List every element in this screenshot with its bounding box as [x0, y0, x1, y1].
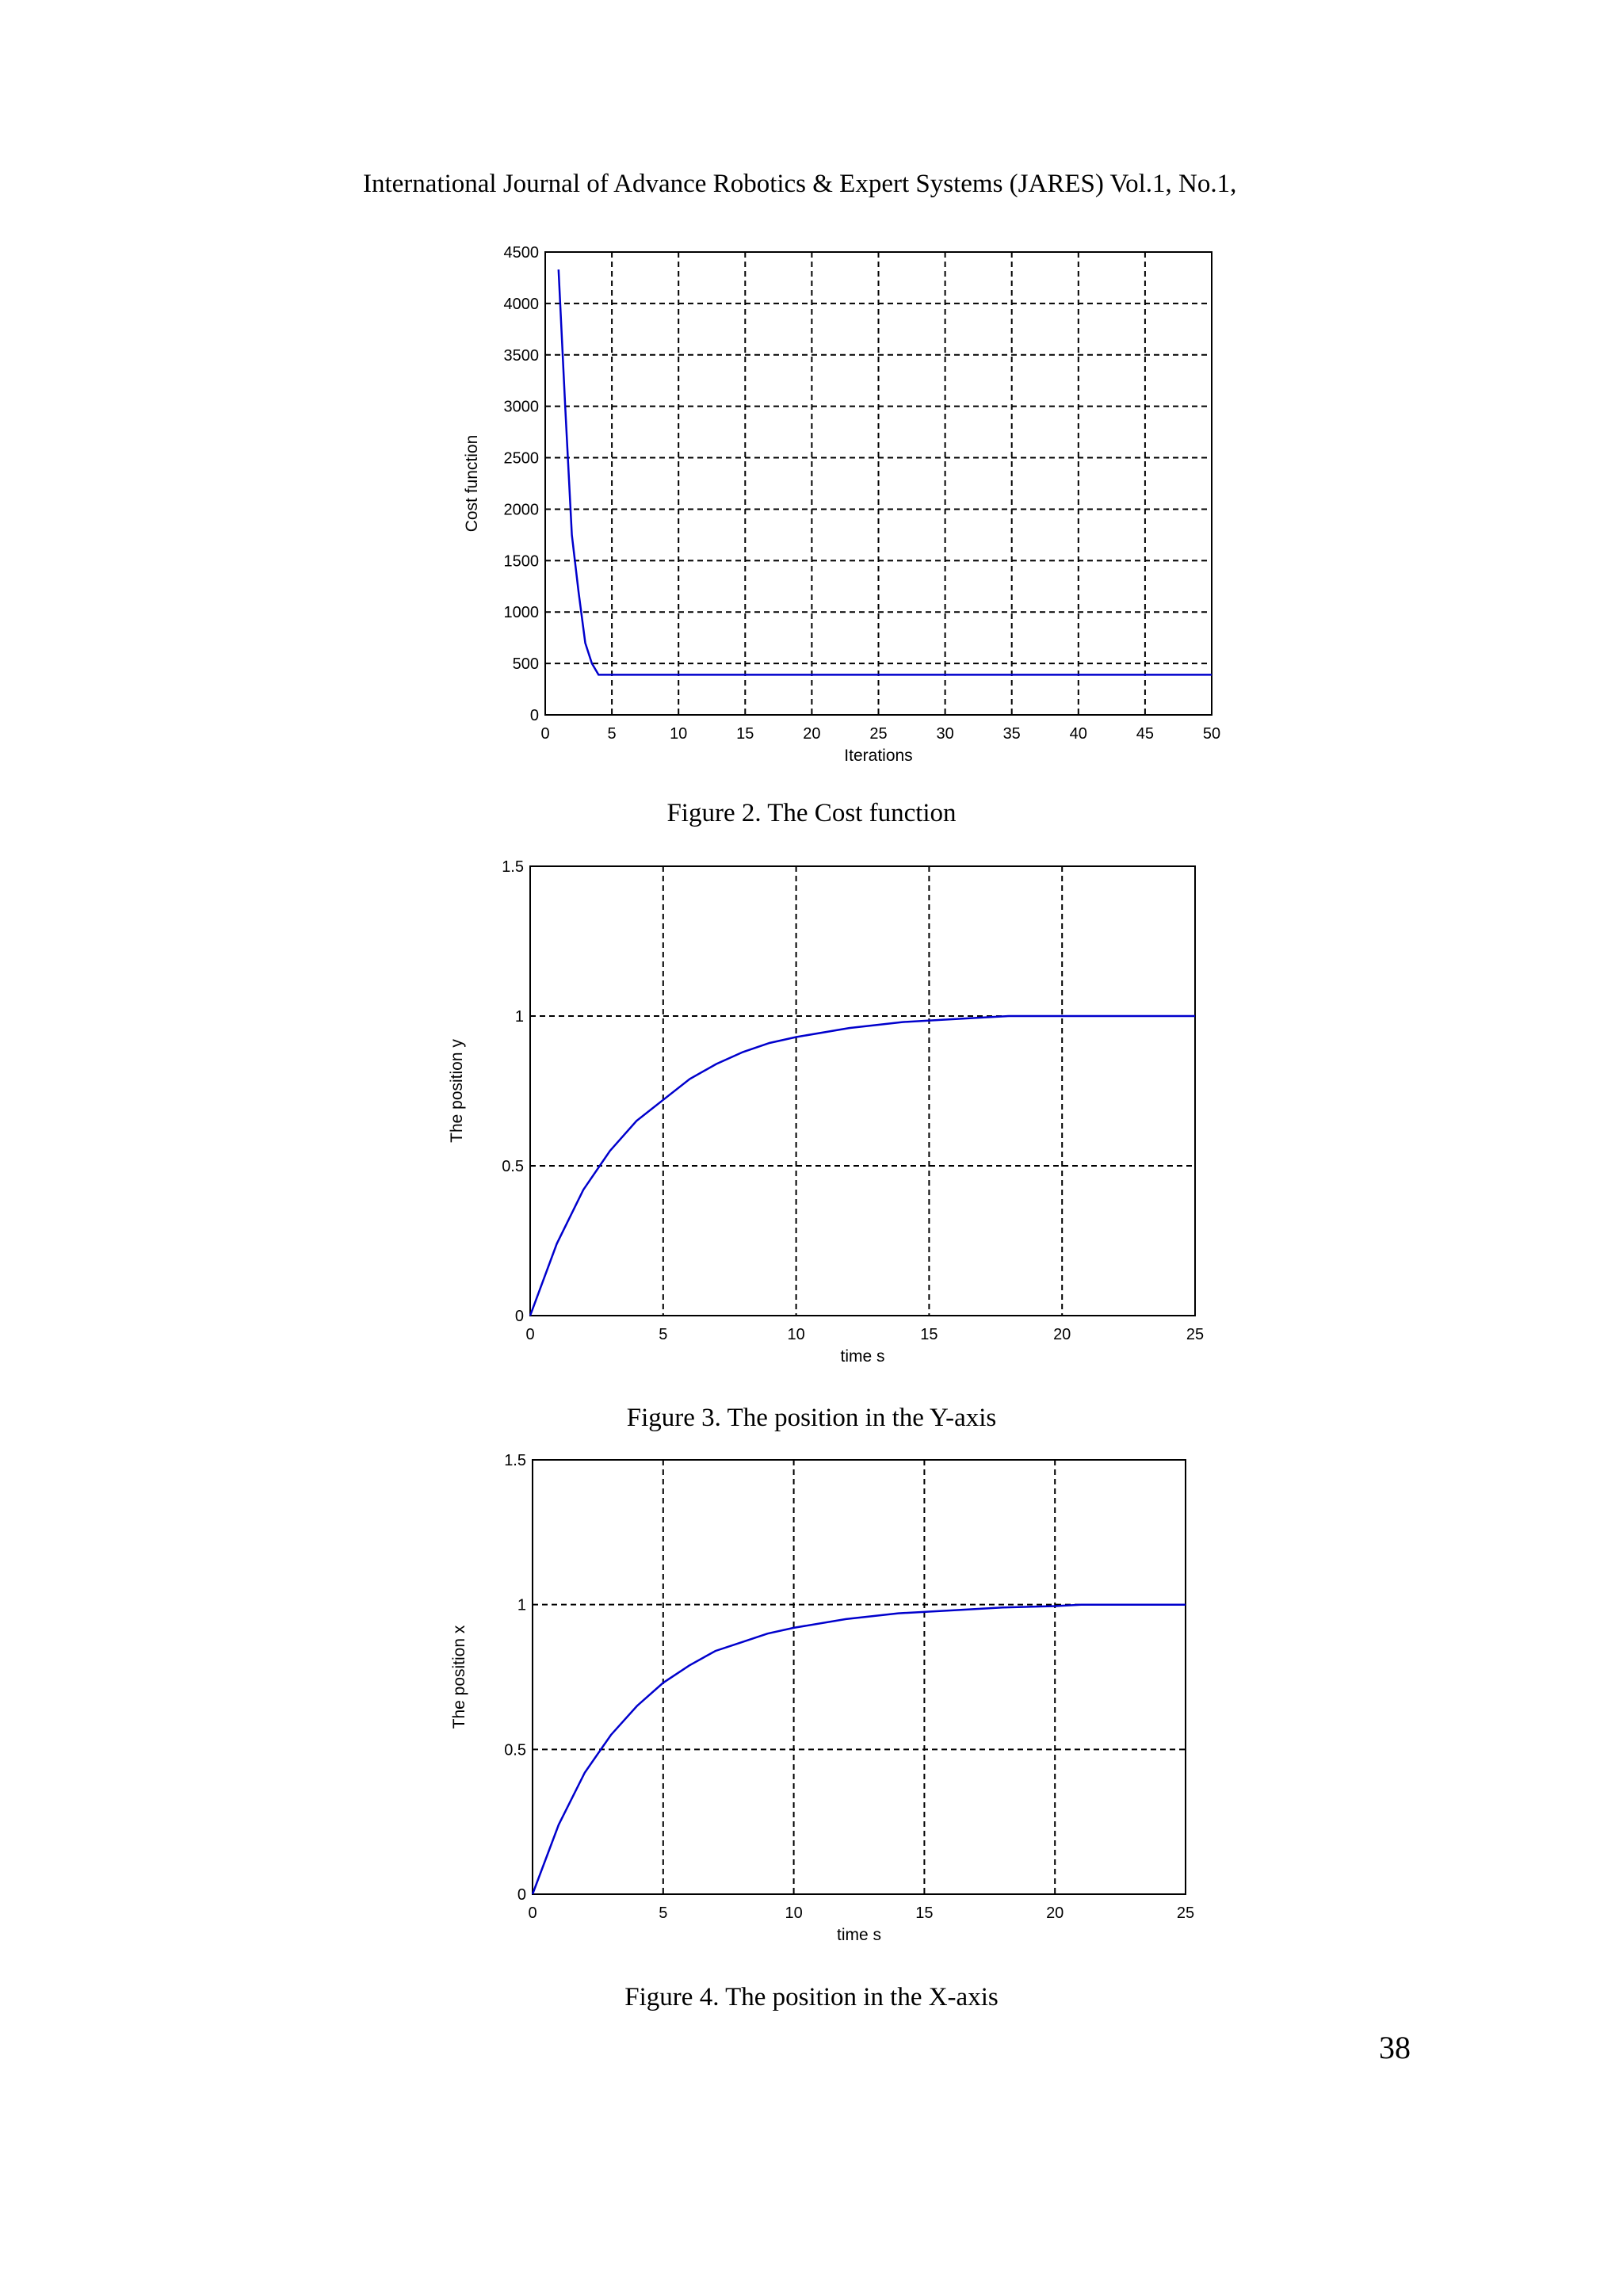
y-tick-label: 0.5	[504, 1741, 526, 1759]
cost-function-chart: 0 5 10 15 20 25 30 35 40 45 5005001000150020002500…	[463, 244, 1220, 765]
y-tick-label: 2000	[504, 501, 540, 518]
series-line	[557, 269, 1212, 676]
x-tick-label: 5	[659, 1904, 667, 1922]
y-tick-label: 1500	[504, 552, 540, 570]
y-tick-label: 1.5	[504, 1452, 526, 1469]
x-tick-label: 0	[540, 725, 549, 743]
x-axis-label: time s	[840, 1347, 884, 1366]
y-tick-label: 4500	[504, 244, 540, 262]
x-tick-label: 40	[1070, 725, 1087, 743]
y-tick-label: 2500	[504, 450, 540, 468]
figure-4-caption: Figure 4. The position in the X-axis	[624, 1983, 999, 2011]
x-tick-label: 15	[915, 1904, 933, 1922]
position-x-chart: 0 5 10 15 20 25 0 0.5 1 1.5 time s The position x	[450, 1452, 1194, 1944]
x-axis-label: time s	[837, 1926, 881, 1944]
x-tick-label: 20	[803, 725, 820, 743]
position-y-chart: 0 5 10 15 20 25 0 0.5 1 1.5 time s The position y	[448, 858, 1204, 1366]
y-tick-label: 4000	[504, 296, 540, 313]
y-axis-label: Cost function	[463, 435, 481, 533]
x-tick-label: 20	[1053, 1326, 1071, 1343]
x-tick-label: 20	[1046, 1904, 1064, 1922]
x-tick-label: 25	[869, 725, 887, 743]
x-tick-label: 45	[1136, 725, 1154, 743]
x-tick-label: 0	[525, 1326, 534, 1343]
plot-frame	[529, 865, 1196, 1316]
x-tick-label: 0	[528, 1904, 537, 1922]
plot-frame	[532, 1459, 1186, 1895]
y-tick-label: 0.5	[502, 1158, 524, 1175]
y-tick-label: 1000	[504, 604, 540, 621]
page-number: 38	[1379, 2030, 1411, 2065]
x-tick-label: 35	[1003, 725, 1021, 743]
x-tick-label: 25	[1177, 1904, 1194, 1922]
series-line	[531, 1603, 1186, 1895]
x-tick-label: 5	[608, 725, 617, 743]
figure-2-caption: Figure 2. The Cost function	[666, 799, 957, 827]
x-tick-label: 25	[1186, 1326, 1204, 1343]
x-tick-label: 10	[787, 1326, 804, 1343]
y-tick-label: 3500	[504, 347, 540, 365]
x-axis-label: Iterations	[844, 747, 912, 765]
y-tick-label: 500	[513, 655, 539, 673]
y-tick-label: 3000	[504, 399, 540, 416]
x-tick-label: 50	[1203, 725, 1220, 743]
x-tick-label: 30	[936, 725, 953, 743]
x-tick-label: 15	[736, 725, 754, 743]
series-line	[529, 1014, 1195, 1316]
y-tick-label: 0	[515, 1308, 524, 1325]
x-tick-label: 10	[670, 725, 687, 743]
y-tick-label: 1	[515, 1008, 524, 1026]
y-tick-label: 1	[517, 1597, 526, 1614]
y-tick-label: 0	[530, 707, 539, 724]
y-tick-label: 0	[517, 1886, 526, 1904]
running-header: International Journal of Advance Robotic…	[363, 170, 1237, 198]
x-tick-label: 5	[659, 1326, 667, 1343]
y-axis-label: The position x	[450, 1625, 468, 1729]
figure-3-caption: Figure 3. The position in the Y-axis	[626, 1404, 997, 1432]
y-axis-label: The position y	[448, 1039, 466, 1143]
plot-frame	[544, 251, 1212, 716]
x-tick-label: 15	[920, 1326, 938, 1343]
y-tick-label: 1.5	[502, 858, 524, 876]
x-tick-label: 10	[785, 1904, 802, 1922]
